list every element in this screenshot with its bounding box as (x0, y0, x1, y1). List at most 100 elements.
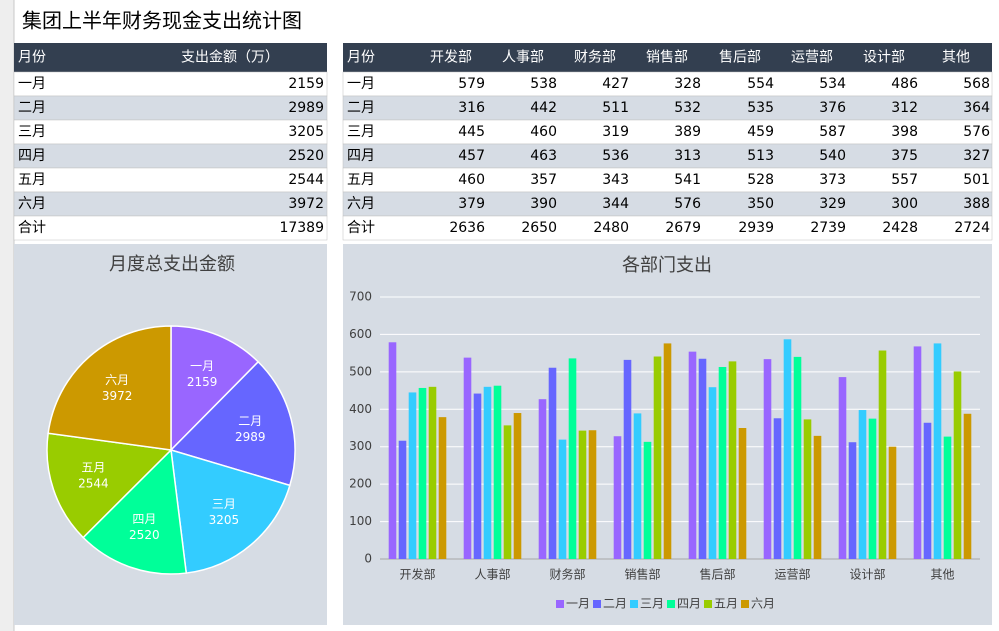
table-cell: 373 (819, 172, 846, 188)
table-row-bg (13, 191, 328, 217)
table-row-bg (342, 71, 993, 97)
x-tick-label: 售后部 (699, 567, 735, 582)
table-row-bg (342, 191, 993, 217)
table-cell: 528 (747, 172, 774, 188)
pie-value: 2520 (129, 528, 160, 542)
x-tick-label: 销售部 (624, 567, 660, 582)
table-cell: 2739 (810, 220, 846, 236)
bar (463, 357, 472, 559)
chart-title: 各部门支出 (622, 255, 712, 276)
pie-slice (170, 325, 260, 452)
table-cell: 2636 (449, 220, 485, 236)
table-cell: 328 (674, 76, 701, 92)
bar (623, 359, 632, 559)
table-header-bg (343, 43, 992, 72)
bar (428, 386, 437, 559)
table-cell: 511 (602, 100, 629, 116)
table-cell: 六月 (18, 196, 46, 212)
bar (438, 417, 447, 559)
pie-value: 2989 (235, 430, 266, 444)
table-cell: 六月 (347, 196, 375, 212)
table-row-bg (13, 215, 328, 241)
table-cell: 三月 (18, 124, 46, 140)
bar (848, 442, 857, 559)
table-cell: 327 (963, 148, 990, 164)
table-cell: 2724 (954, 220, 990, 236)
legend-label: 四月 (677, 597, 701, 611)
table-cell: 568 (963, 76, 990, 92)
table-cell: 557 (891, 172, 918, 188)
bar (783, 339, 792, 559)
table-cell: 536 (602, 148, 629, 164)
legend-swatch (556, 600, 564, 608)
table-cell: 554 (747, 76, 774, 92)
x-tick-label: 人事部 (474, 567, 510, 582)
bar (418, 387, 427, 559)
table-header-bg (14, 43, 327, 72)
table-cell: 一月 (18, 76, 46, 92)
table-cell: 579 (458, 76, 485, 92)
table-cell: 535 (747, 100, 774, 116)
table-cell: 486 (891, 76, 918, 92)
bar (643, 441, 652, 559)
table-header: 设计部 (863, 50, 905, 66)
table-cell: 460 (458, 172, 485, 188)
bar (763, 359, 772, 559)
table-cell: 二月 (18, 100, 46, 116)
table-cell: 388 (963, 196, 990, 212)
table-cell: 2159 (288, 76, 324, 92)
bar (493, 385, 502, 559)
pie-slice (169, 360, 296, 487)
table-row-bg (342, 167, 993, 193)
bar (538, 399, 547, 559)
table-cell: 2939 (738, 220, 774, 236)
bar (633, 413, 642, 559)
legend-label: 一月 (566, 597, 590, 611)
table-cell: 459 (747, 124, 774, 140)
bar (838, 377, 847, 559)
table-header: 月份 (347, 50, 375, 66)
table-header: 人事部 (502, 50, 544, 66)
bar (888, 446, 897, 559)
table-cell: 540 (819, 148, 846, 164)
table-cell: 460 (530, 124, 557, 140)
table-cell: 343 (602, 172, 629, 188)
legend-label: 五月 (714, 597, 738, 611)
table-cell: 一月 (347, 76, 375, 92)
table-header: 支出金额（万） (181, 50, 279, 66)
bar (483, 386, 492, 559)
chart-title: 月度总支出金额 (109, 254, 235, 275)
bar (698, 358, 707, 559)
legend-swatch (741, 600, 749, 608)
bar (388, 342, 397, 559)
bar (813, 435, 822, 559)
bar (398, 440, 407, 559)
legend-label: 六月 (751, 597, 775, 611)
table-row-bg (13, 95, 328, 121)
pie-label: 二月 (238, 414, 262, 428)
bar (933, 343, 942, 559)
table-cell: 合计 (18, 220, 46, 236)
table-cell: 五月 (18, 172, 46, 188)
bar (943, 436, 952, 559)
table-cell: 587 (819, 124, 846, 140)
pie-value: 3972 (102, 389, 133, 403)
legend-swatch (704, 600, 712, 608)
table-row-bg (13, 143, 328, 169)
table-header: 运营部 (791, 50, 833, 66)
table-cell: 四月 (347, 148, 375, 164)
y-tick-label: 600 (349, 327, 372, 341)
bar (513, 413, 522, 559)
table-cell: 三月 (347, 124, 375, 140)
table-cell: 357 (530, 172, 557, 188)
bar (688, 351, 697, 559)
table-cell: 379 (458, 196, 485, 212)
y-tick-label: 100 (349, 514, 372, 528)
table-cell: 534 (819, 76, 846, 92)
table-header: 财务部 (574, 50, 616, 66)
table-cell: 17389 (279, 220, 324, 236)
y-tick-label: 300 (349, 439, 372, 453)
bar (503, 425, 512, 559)
